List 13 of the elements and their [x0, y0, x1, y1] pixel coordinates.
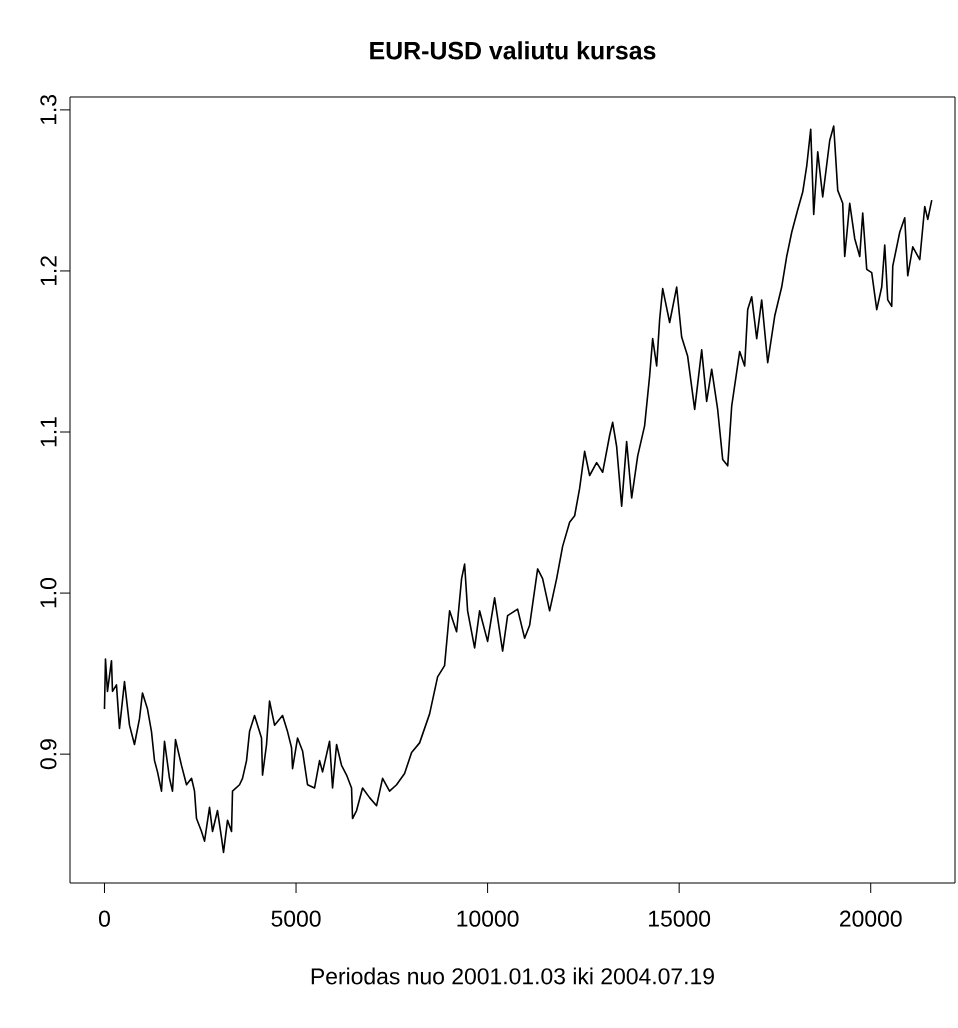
- x-tick-label: 15000: [649, 910, 711, 927]
- x-tick-label: 0: [99, 910, 110, 927]
- y-tick-label: 1.3: [40, 94, 57, 125]
- chart-title: EUR-USD valiutu kursas: [370, 41, 656, 60]
- y-tick-label: 1.2: [40, 256, 57, 286]
- x-tick-label: 20000: [840, 910, 902, 927]
- y-tick-label: 0.9: [40, 739, 57, 770]
- x-tick-label: 5000: [271, 910, 321, 927]
- y-tick-label: 1.1: [40, 417, 57, 447]
- y-tick-label: 1.0: [40, 578, 57, 608]
- line-series: [103, 125, 933, 854]
- x-axis-title: Periodas nuo 2001.01.03 iki 2004.07.19: [311, 967, 714, 985]
- x-tick-label: 10000: [457, 910, 519, 927]
